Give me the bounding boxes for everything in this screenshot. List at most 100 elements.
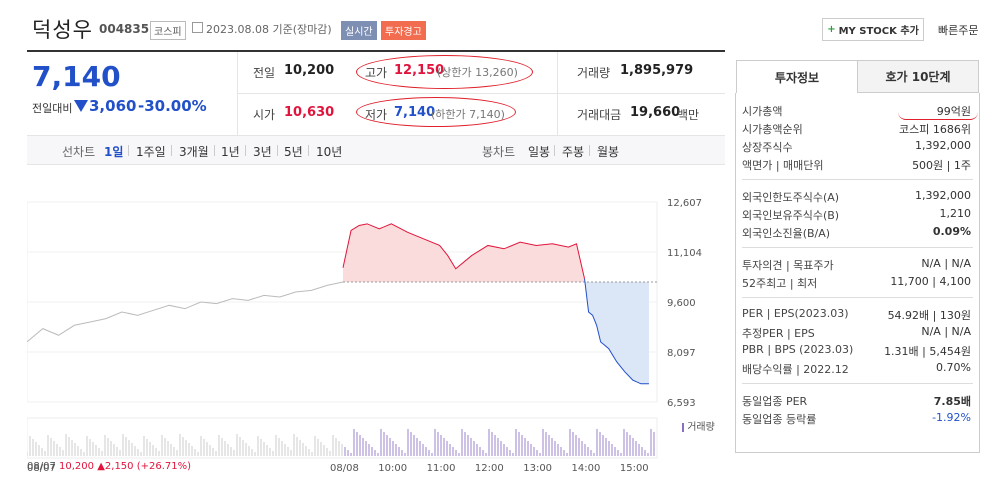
info-value: 1,210 [939,207,972,220]
x-tick-label: 13:00 [523,463,552,474]
section-divider [742,383,973,384]
footer-change: 2,150 [104,461,134,472]
tab-separator [245,145,246,156]
tab-separator [277,145,278,156]
y-tick-label: 6,593 [667,398,696,409]
x-tick-label: 11:00 [427,463,456,474]
prev-close-value: 10,200 [284,63,335,78]
up-price-line [342,223,586,279]
info-label: 외국인소진율(B/A) [742,227,831,240]
realtime-badge[interactable]: 실시간 [341,21,377,40]
volume-legend: 거래량 [682,418,715,433]
info-value: 54.92배 | 130원 [887,309,971,322]
footer-date: 08/07 [27,461,56,472]
annotation-underline [898,112,978,120]
change-label: 전일대비 [32,102,73,115]
info-label: 동일업종 등락률 [742,413,817,426]
down-arrow-icon [74,100,88,112]
tab-3month[interactable]: 3개월 [179,145,209,159]
info-label: 액면가 | 매매단위 [742,159,824,172]
info-value: 0.09% [932,225,971,238]
info-value: 500원 | 1주 [912,159,971,172]
y-tick-label: 8,097 [667,348,696,359]
tab-10year[interactable]: 10년 [316,145,343,159]
add-mystock-button[interactable]: + MY STOCK 추가 [822,18,924,41]
y-tick-label: 12,607 [667,198,702,209]
chart-tab-bar [27,135,725,165]
info-value: 7.85배 [933,395,971,408]
price-chart[interactable]: 12,607 11,104 9,600 8,097 6,593 08/07 08/08 10… [27,190,725,480]
section-divider [742,247,973,248]
info-value: 1,392,000 [915,189,971,202]
volume-value: 1,895,979 [620,63,694,78]
market-badge: 코스피 [150,21,186,40]
stock-name: 덕성우 [32,18,93,42]
tab-weekly-candle[interactable]: 주봉 [562,145,585,159]
line-chart-label: 선차트 [62,145,96,159]
x-tick-label: 14:00 [572,463,601,474]
x-tick-label: 15:00 [620,463,649,474]
info-label: 배당수익률 | 2022.12 [742,363,849,376]
tab-monthly-candle[interactable]: 월봉 [597,145,620,159]
tab-1year[interactable]: 1년 [221,145,240,159]
info-value: -1.92% [932,411,971,424]
open-label: 시가 [253,108,276,122]
section-divider [742,297,973,298]
volume-panel [27,417,658,459]
date-text: 2023.08.08 기준(장마감) [206,23,332,36]
tab-separator [128,145,129,156]
add-mystock-label: MY STOCK 추가 [838,26,919,37]
info-value: 0.70% [936,361,971,374]
tab-separator [589,145,590,156]
x-tick-label: 08/07 [27,463,56,474]
chart-footer: 08/07 10,200 ▲2,150 (+26.71%) [27,461,191,472]
info-value: N/A | N/A [921,325,971,338]
tab-daily-candle[interactable]: 일봉 [528,145,551,159]
amount-unit: 백만 [677,108,700,122]
info-label: 추정PER | EPS [742,327,815,340]
volume-legend-swatch [682,422,684,432]
up-triangle-icon: ▲ [97,461,105,472]
x-tick-label: 10:00 [378,463,407,474]
info-label: PER | EPS(2023.03) [742,307,849,320]
y-tick-label: 11,104 [667,248,702,259]
tab-3year[interactable]: 3년 [253,145,272,159]
info-label: 외국인보유주식수(B) [742,209,840,222]
current-price: 7,140 [32,60,121,93]
footer-change-pct: (+26.71%) [136,461,192,472]
info-label: PBR | BPS (2023.03) [742,343,854,356]
tab-separator [171,145,172,156]
change-percent: -30.00% [138,97,207,115]
open-value: 10,630 [284,105,335,120]
plus-icon: + [827,24,836,35]
tab-separator [214,145,215,156]
info-value: 1.31배 | 5,454원 [884,345,971,358]
info-value: N/A | N/A [921,257,971,270]
header-divider [27,50,725,52]
tab-5year[interactable]: 5년 [284,145,303,159]
tab-separator [554,145,555,156]
info-label: 시가총액 [742,105,783,118]
tab-1day[interactable]: 1일 [104,145,124,159]
warning-badge: 투자경고 [381,21,426,40]
tab-1week[interactable]: 1주일 [136,145,166,159]
tab-orderbook[interactable]: 호가 10단계 [857,60,979,93]
quick-order-button[interactable]: 빠른주문 [938,24,979,37]
candle-chart-label: 봉차트 [482,145,516,159]
info-value: 1,392,000 [915,139,971,152]
change-value: 3,060 [89,97,137,115]
x-tick-label: 12:00 [475,463,504,474]
info-label: 동일업종 PER [742,395,808,408]
volume-label: 거래량 [577,66,611,80]
tab-investment-info[interactable]: 투자정보 [736,60,858,93]
prev-day-line [27,281,344,343]
up-area-fill [343,223,585,283]
amount-value: 19,660 [630,105,681,120]
amount-label: 거래대금 [577,108,622,122]
x-tick-label: 08/08 [330,463,359,474]
tab-separator [308,145,309,156]
info-label: 52주최고 | 최저 [742,277,818,290]
section-divider [742,179,973,180]
info-label: 상장주식수 [742,141,793,154]
info-label: 투자의견 | 목표주가 [742,259,834,272]
